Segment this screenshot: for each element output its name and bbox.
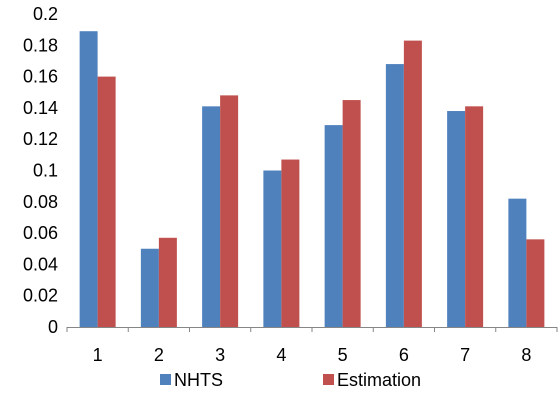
y-tick-label: 0.14	[23, 98, 58, 118]
x-tick-label: 5	[338, 345, 348, 365]
y-tick-label: 0.18	[23, 35, 58, 55]
x-tick-label: 3	[215, 345, 225, 365]
x-tick-label: 2	[154, 345, 164, 365]
legend-label-nhts: NHTS	[174, 370, 223, 390]
x-tick-label: 4	[276, 345, 286, 365]
bar-estimation-8	[526, 239, 545, 327]
bar-estimation-2	[158, 237, 177, 327]
legend-label-estimation: Estimation	[337, 370, 421, 390]
bar-estimation-3	[220, 95, 239, 327]
bar-nhts-1	[79, 31, 98, 328]
bar-nhts-3	[202, 106, 221, 328]
legend-swatch-estimation	[323, 374, 334, 385]
bar-nhts-7	[447, 111, 466, 327]
y-tick-label: 0.06	[23, 223, 58, 243]
bars	[79, 31, 545, 328]
y-tick-label: 0.02	[23, 286, 58, 306]
bar-nhts-5	[324, 125, 343, 328]
bar-nhts-2	[140, 248, 159, 327]
x-tick-label: 6	[399, 345, 409, 365]
bar-nhts-6	[385, 64, 404, 327]
x-tick-label: 1	[93, 345, 103, 365]
y-axis-ticks: 0 0.02 0.04 0.06 0.08 0.1 0.12 0.14 0.16 0.18 0.2	[23, 4, 58, 337]
legend-swatch-nhts	[160, 374, 171, 385]
y-tick-label: 0.08	[23, 192, 58, 212]
y-tick-label: 0.1	[33, 161, 58, 181]
bar-estimation-5	[342, 100, 361, 327]
y-tick-label: 0	[48, 317, 58, 337]
y-tick-label: 0.2	[33, 4, 58, 24]
x-tick-label: 8	[521, 345, 531, 365]
bar-estimation-4	[281, 159, 300, 327]
bar-nhts-8	[508, 198, 527, 327]
y-tick-label: 0.16	[23, 67, 58, 87]
bar-estimation-7	[465, 106, 484, 328]
x-axis-ticks: 1 2 3 4 5 6 7 8	[66, 327, 558, 365]
bar-nhts-4	[263, 170, 282, 327]
legend: NHTS Estimation	[160, 370, 421, 390]
y-tick-label: 0.12	[23, 129, 58, 149]
y-tick-label: 0.04	[23, 254, 58, 274]
bar-estimation-6	[403, 40, 422, 327]
bar-estimation-1	[97, 76, 116, 327]
x-tick-label: 7	[460, 345, 470, 365]
